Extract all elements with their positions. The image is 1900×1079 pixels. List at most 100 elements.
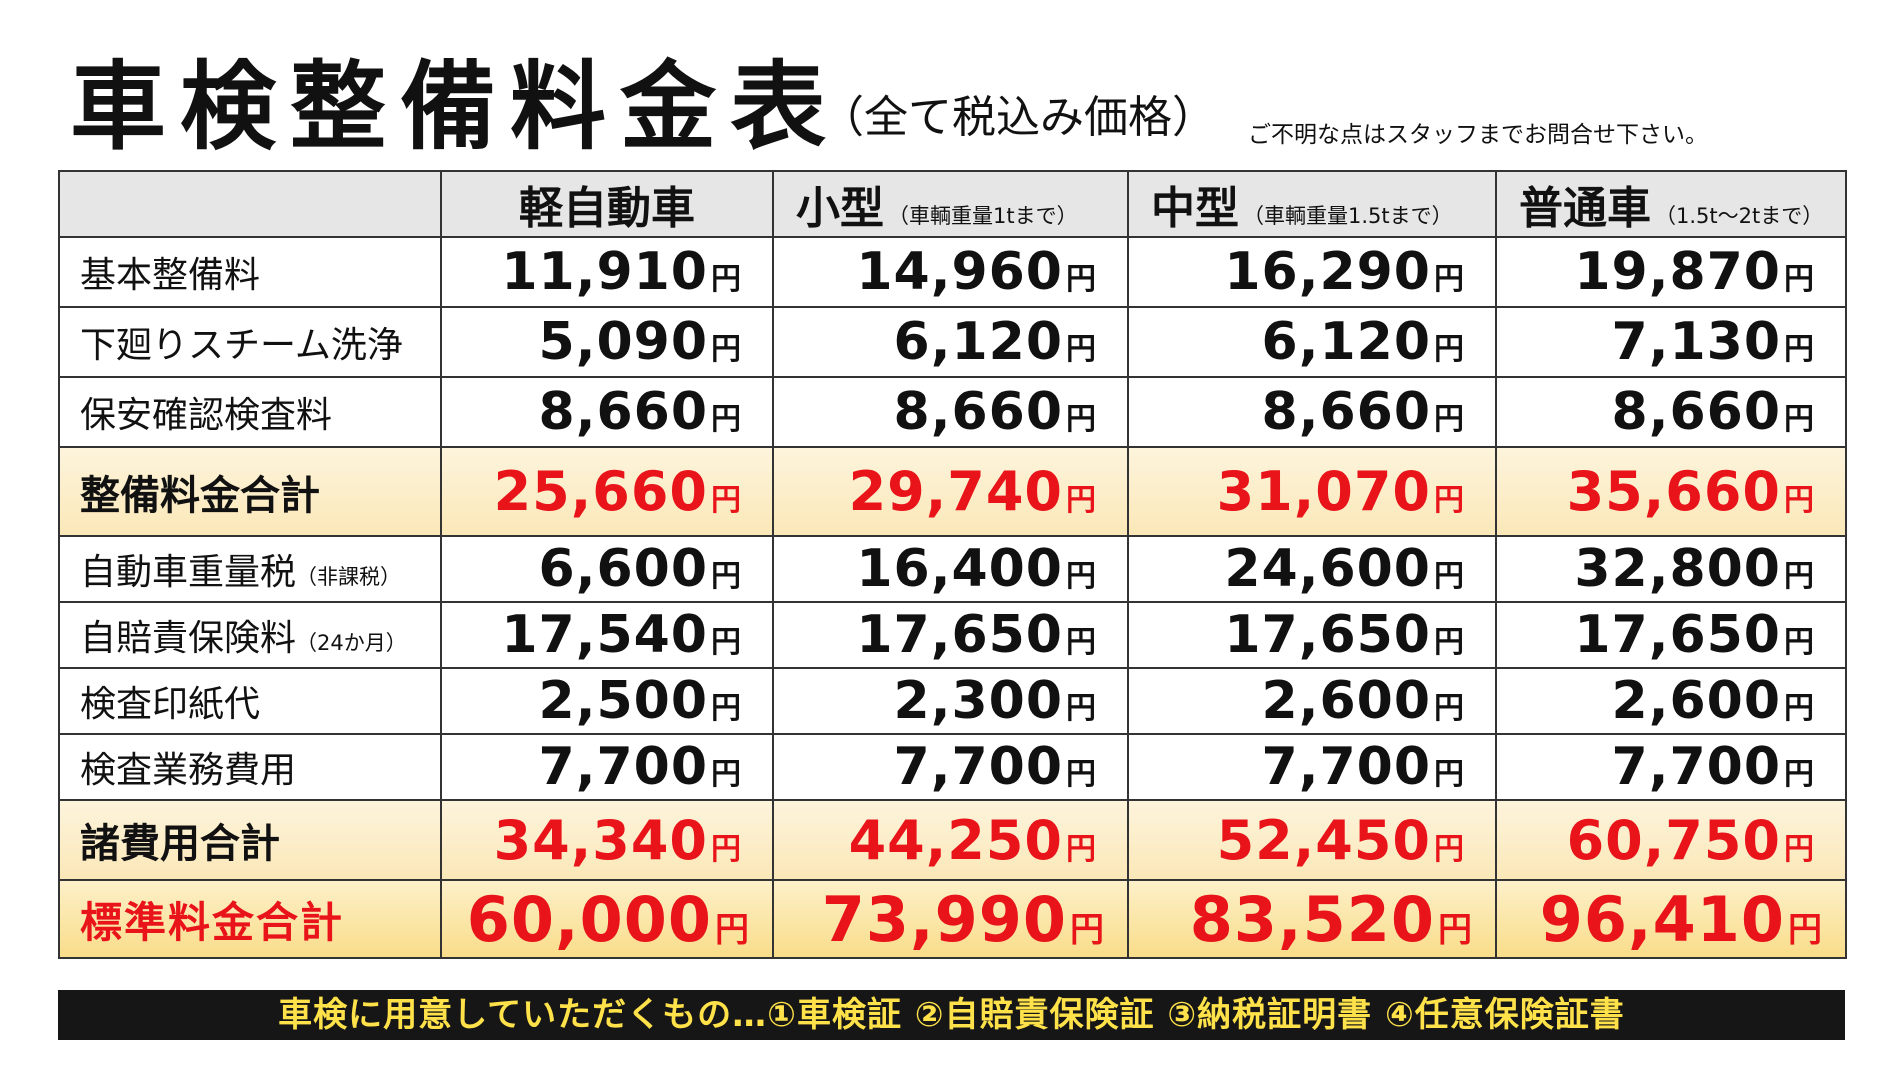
price-value: 73,990: [821, 882, 1067, 956]
row-label: 検査業務費用: [58, 733, 442, 801]
price-value: 96,410: [1539, 882, 1785, 956]
yen-unit: 円: [1434, 625, 1465, 660]
price-value: 29,740: [848, 460, 1063, 523]
price-cell: 14,960 円: [772, 236, 1129, 308]
yen-unit: 円: [711, 691, 742, 726]
price-value: 60,750: [1566, 808, 1781, 872]
table-row-maintenance-total: 整備料金合計 25,660 円 29,740 円 31,070 円 35,660 円: [58, 446, 1847, 537]
row-label-text: 検査業務費用: [80, 750, 297, 791]
row-label-text: 整備料金合計: [80, 472, 320, 519]
row-label: 保安確認検査料: [58, 376, 442, 448]
price-cell: 2,500 円: [440, 667, 774, 735]
price-cell: 6,120 円: [1127, 306, 1497, 378]
row-label: 検査印紙代: [58, 667, 442, 735]
price-value: 25,660: [493, 460, 708, 523]
table-row-basic: 基本整備料 11,910 円 14,960 円 16,290 円 19,870 円: [58, 236, 1847, 308]
row-label-note: （非課税）: [296, 565, 402, 589]
yen-unit: 円: [1434, 831, 1465, 867]
price-cell: 2,600 円: [1127, 667, 1497, 735]
row-label-note: （24か月）: [296, 631, 407, 655]
price-table: 軽自動車 小型 （車輌重量1tまで） 中型 （車輌重量1.5tまで） 普通車 （1.5…: [58, 170, 1847, 959]
table-row-steam: 下廻りスチーム洗浄 5,090 円 6,120 円 6,120 円 7,130 円: [58, 306, 1847, 378]
price-cell: 19,870 円: [1495, 236, 1847, 308]
table-row-fees-total: 諸費用合計 34,340 円 44,250 円 52,450 円 60,750 円: [58, 799, 1847, 881]
price-value: 16,290: [1224, 242, 1431, 302]
price-value: 5,090: [538, 312, 708, 372]
column-header-small: 小型 （車輌重量1tまで）: [772, 170, 1129, 238]
price-value: 2,600: [1261, 671, 1431, 731]
row-label-text: 下廻りスチーム洗浄: [80, 325, 403, 366]
row-label: 下廻りスチーム洗浄: [58, 306, 442, 378]
row-label-text: 検査印紙代: [80, 684, 261, 725]
price-cell: 5,090 円: [440, 306, 774, 378]
price-value: 6,120: [1261, 312, 1431, 372]
yen-unit: 円: [1784, 332, 1815, 367]
yen-unit: 円: [1066, 559, 1097, 594]
price-value: 17,540: [501, 605, 708, 665]
total-cell: 52,450 円: [1127, 799, 1497, 881]
price-cell: 17,650 円: [1127, 601, 1497, 669]
total-cell: 31,070 円: [1127, 446, 1497, 537]
price-cell: 7,700 円: [1495, 733, 1847, 801]
yen-unit: 円: [711, 831, 742, 867]
price-cell: 17,650 円: [1495, 601, 1847, 669]
price-value: 2,600: [1611, 671, 1781, 731]
price-value: 2,300: [893, 671, 1063, 731]
total-cell: 35,660 円: [1495, 446, 1847, 537]
yen-unit: 円: [711, 402, 742, 437]
price-value: 7,700: [1261, 737, 1431, 797]
row-label-text: 標準料金合計: [80, 897, 345, 947]
yen-unit: 円: [1784, 483, 1815, 518]
price-cell: 6,120 円: [772, 306, 1129, 378]
yen-unit: 円: [1066, 831, 1097, 867]
table-row-weight-tax: 自動車重量税（非課税） 6,600 円 16,400 円 24,600 円 32,80…: [58, 535, 1847, 603]
price-cell: 17,650 円: [772, 601, 1129, 669]
price-value: 11,910: [501, 242, 708, 302]
table-row-grand-total: 標準料金合計 60,000円 73,990円 83,520円 96,410円: [58, 879, 1847, 959]
price-value: 44,250: [848, 808, 1063, 872]
yen-unit: 円: [1784, 402, 1815, 437]
price-cell: 8,660 円: [1127, 376, 1497, 448]
grand-total-cell: 73,990円: [772, 879, 1129, 959]
column-header-medium: 中型 （車輌重量1.5tまで）: [1127, 170, 1497, 238]
yen-unit: 円: [1784, 262, 1815, 297]
price-value: 14,960: [856, 242, 1063, 302]
yen-unit: 円: [1066, 757, 1097, 792]
yen-unit: 円: [1066, 402, 1097, 437]
total-cell: 60,750 円: [1495, 799, 1847, 881]
yen-unit: 円: [1438, 909, 1473, 950]
page-title: 車検整備料金表: [70, 51, 840, 163]
price-value: 52,450: [1216, 808, 1431, 872]
total-cell: 29,740 円: [772, 446, 1129, 537]
grand-total-cell: 60,000円: [440, 879, 774, 959]
table-row-safety: 保安確認検査料 8,660 円 8,660 円 8,660 円 8,660 円: [58, 376, 1847, 448]
header-corner-cell: [58, 170, 442, 238]
yen-unit: 円: [1784, 757, 1815, 792]
yen-unit: 円: [1434, 559, 1465, 594]
price-cell: 16,400 円: [772, 535, 1129, 603]
price-cell: 7,700 円: [440, 733, 774, 801]
yen-unit: 円: [711, 757, 742, 792]
price-cell: 7,130 円: [1495, 306, 1847, 378]
price-cell: 8,660 円: [772, 376, 1129, 448]
total-cell: 25,660 円: [440, 446, 774, 537]
table-row-stamp: 検査印紙代 2,500 円 2,300 円 2,600 円 2,600 円: [58, 667, 1847, 735]
price-cell: 11,910 円: [440, 236, 774, 308]
price-value: 6,600: [538, 539, 708, 599]
price-value: 8,660: [1261, 382, 1431, 442]
yen-unit: 円: [1434, 332, 1465, 367]
yen-unit: 円: [1434, 402, 1465, 437]
yen-unit: 円: [711, 332, 742, 367]
price-value: 7,700: [538, 737, 708, 797]
price-value: 7,130: [1611, 312, 1781, 372]
price-cell: 7,700 円: [1127, 733, 1497, 801]
table-row-insurance: 自賠責保険料（24か月） 17,540 円 17,650 円 17,650 円 17,…: [58, 601, 1847, 669]
yen-unit: 円: [1066, 483, 1097, 518]
yen-unit: 円: [711, 559, 742, 594]
price-value: 16,400: [856, 539, 1063, 599]
yen-unit: 円: [1788, 909, 1823, 950]
price-value: 24,600: [1224, 539, 1431, 599]
grand-total-cell: 83,520円: [1127, 879, 1497, 959]
yen-unit: 円: [1434, 691, 1465, 726]
price-value: 83,520: [1189, 882, 1435, 956]
